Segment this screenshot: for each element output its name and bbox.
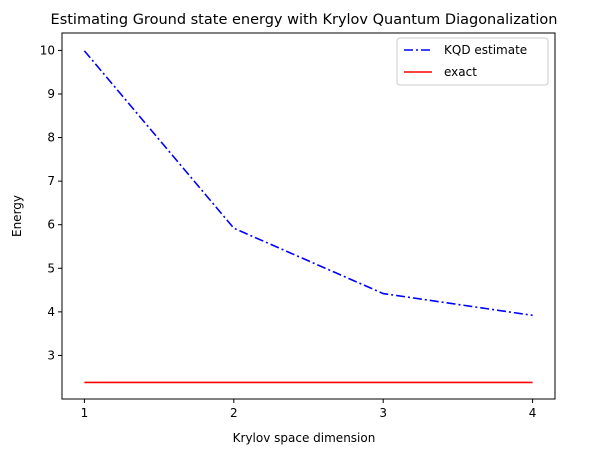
y-tick-label: 6 — [47, 218, 55, 232]
y-axis-title: Energy — [10, 195, 24, 237]
series-layer — [83, 50, 533, 384]
y-tick-label: 3 — [47, 348, 55, 362]
x-tick-label: 4 — [529, 406, 537, 420]
plot-area — [61, 32, 556, 400]
legend-box — [396, 37, 549, 86]
y-tick-label: 7 — [47, 174, 55, 188]
series-line-0 — [83, 50, 533, 317]
y-tick-label: 8 — [47, 131, 55, 145]
x-tick-label: 3 — [379, 406, 387, 420]
chart-title: Estimating Ground state energy with Kryl… — [51, 12, 558, 28]
x-tick-label: 1 — [81, 406, 89, 420]
legend: KQD estimate exact — [396, 37, 549, 86]
x-tick-label: 2 — [230, 406, 238, 420]
y-tick-label: 10 — [40, 43, 55, 57]
y-axis: 3 4 5 6 7 8 9 10 — [40, 43, 62, 362]
legend-label-1: exact — [444, 65, 477, 79]
x-axis-title: Krylov space dimension — [233, 431, 376, 445]
y-tick-label: 4 — [47, 305, 55, 319]
legend-label-0: KQD estimate — [444, 43, 527, 57]
y-tick-label: 5 — [47, 261, 55, 275]
x-axis: 1 2 3 4 — [81, 399, 537, 420]
y-tick-label: 9 — [47, 87, 55, 101]
